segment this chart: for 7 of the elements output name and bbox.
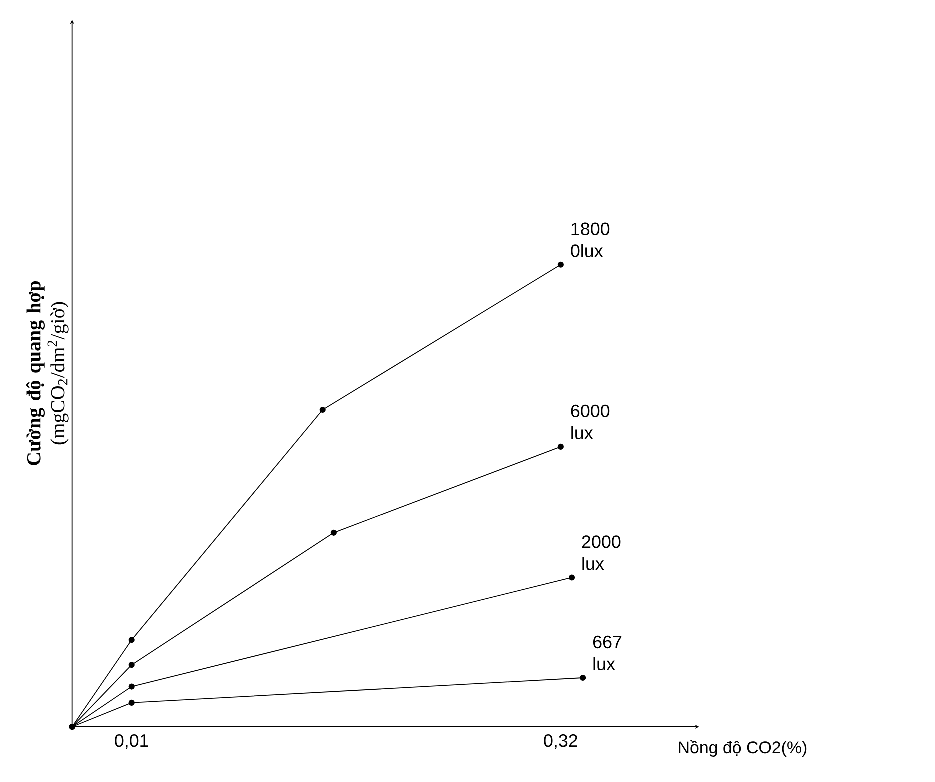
x-tick-label: 0,01 xyxy=(115,734,148,750)
x-axis-title: Nồng độ CO2(%) xyxy=(679,740,807,757)
series-label: 1800 0lux xyxy=(571,222,610,258)
series-label: 667 lux xyxy=(593,636,622,670)
series-label: 6000 lux xyxy=(571,404,610,440)
x-tick-label: 0,32 xyxy=(544,734,578,750)
series-label: 2000 lux xyxy=(582,536,621,570)
